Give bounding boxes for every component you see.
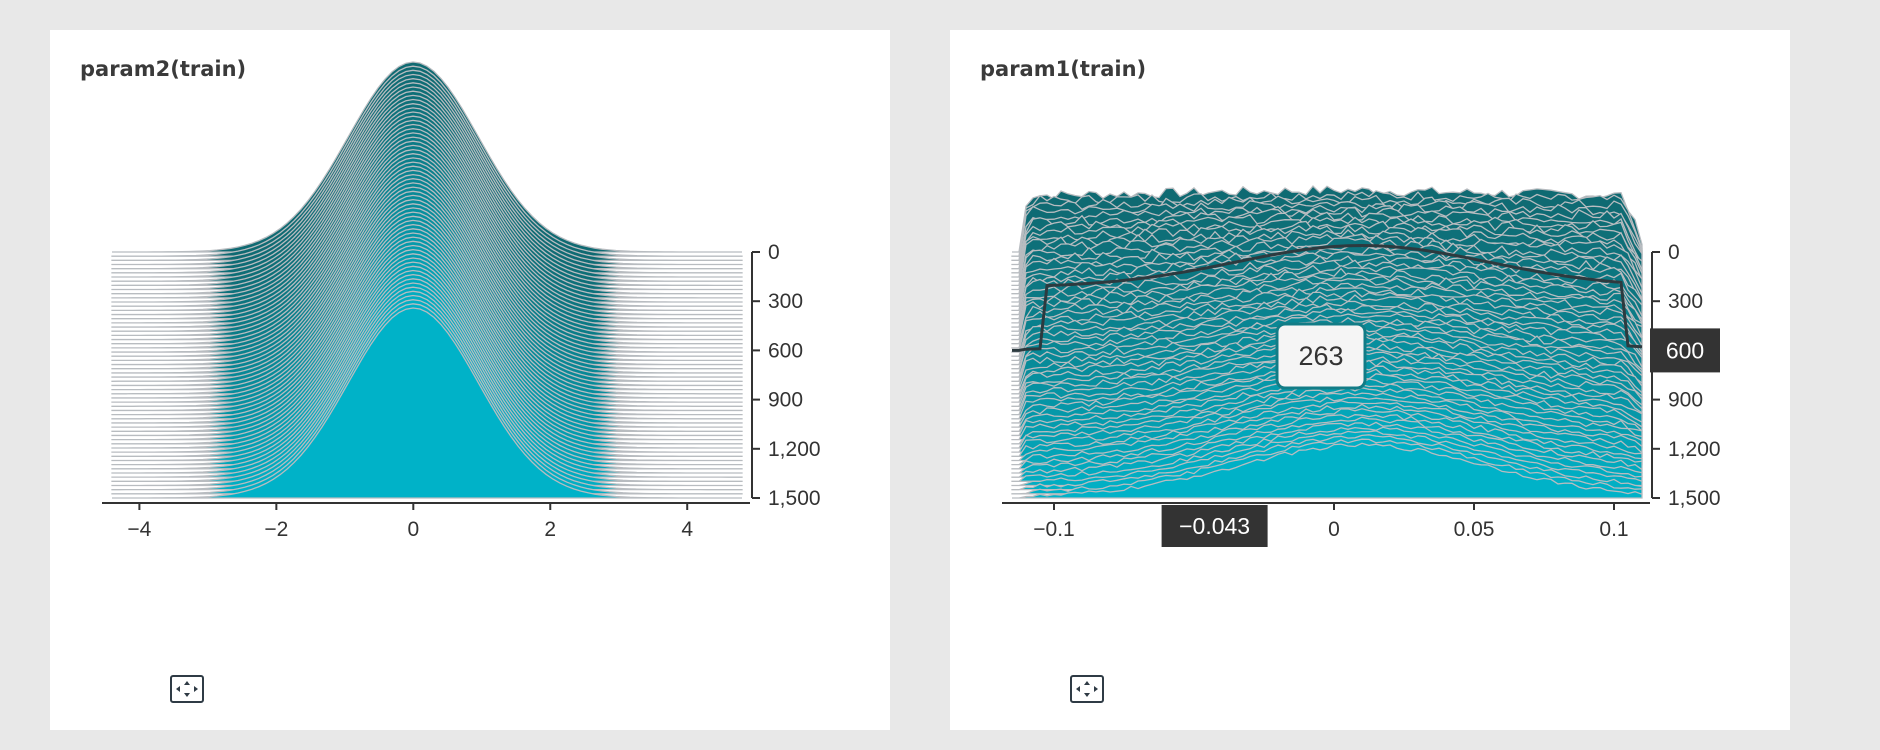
fit-screen-button[interactable]	[170, 675, 204, 703]
x-tick-label: 0	[407, 518, 419, 541]
x-tick-label: 4	[681, 518, 693, 541]
y-tick-label: 900	[768, 389, 803, 412]
y-tick-label: 1,200	[1668, 438, 1721, 461]
highlighted-ridge	[1012, 243, 1643, 352]
y-tick-label: 0	[1668, 241, 1680, 264]
x-axis: −4 −2 0 2 4	[102, 502, 750, 541]
hover-overlay: 600 −0.043 263	[1012, 243, 1720, 547]
y-tick-label: 1,500	[1668, 487, 1721, 510]
x-tick-label: −0.1	[1033, 518, 1074, 541]
ridge-step	[1012, 442, 1643, 499]
x-tick-label: 0.1	[1599, 518, 1628, 541]
chart-title: param2(train)	[80, 57, 247, 81]
y-tick-label: 1,500	[768, 487, 821, 510]
y-tick-label: 300	[1668, 290, 1703, 313]
ridge-step	[112, 307, 742, 499]
x-tick-label: −2	[264, 518, 288, 541]
y-axis: 0 300 600 900 1,200 1,500	[1651, 241, 1721, 510]
y-tick-label: 300	[768, 290, 803, 313]
fit-screen-icon	[176, 681, 198, 697]
x-value-marker	[1161, 505, 1268, 547]
y-tick-label: 900	[1668, 389, 1703, 412]
value-tooltip	[1275, 322, 1367, 390]
histogram-card-param1: param1(train) −0.100.050.103006009001,20…	[950, 30, 1790, 730]
value-tooltip-label: 263	[1298, 341, 1343, 371]
step-marker	[1650, 328, 1720, 373]
histogram-card-param2: param2(train) −4 −2 0 2 4 0 300 600 900 1,200 1,50…	[50, 30, 890, 730]
y-tick-label: 0	[768, 241, 780, 264]
x-tick-label: 0.05	[1454, 518, 1495, 541]
fit-screen-button[interactable]	[1070, 675, 1104, 703]
y-tick-label: 600	[768, 339, 803, 362]
y-axis: 0 300 600 900 1,200 1,500	[751, 241, 821, 510]
chart-title: param1(train)	[980, 57, 1147, 81]
x-axis: −0.1 0 0.05 0.1	[1002, 502, 1650, 541]
histogram-chart-param2[interactable]: −4 −2 0 2 4 0 300 600 900 1,200 1,500	[50, 30, 890, 730]
histogram-chart-param1[interactable]: −0.100.050.103006009001,2001,500600−0.04…	[950, 30, 1790, 730]
ridges	[111, 61, 743, 499]
x-tick-label: −4	[127, 518, 151, 541]
fit-screen-icon	[1076, 681, 1098, 697]
x-tick-label: 2	[544, 518, 556, 541]
x-value-marker-label: −0.043	[1179, 513, 1250, 539]
x-tick-label: 0	[1328, 518, 1340, 541]
step-marker-label: 600	[1666, 337, 1704, 363]
y-tick-label: 1,200	[768, 438, 821, 461]
